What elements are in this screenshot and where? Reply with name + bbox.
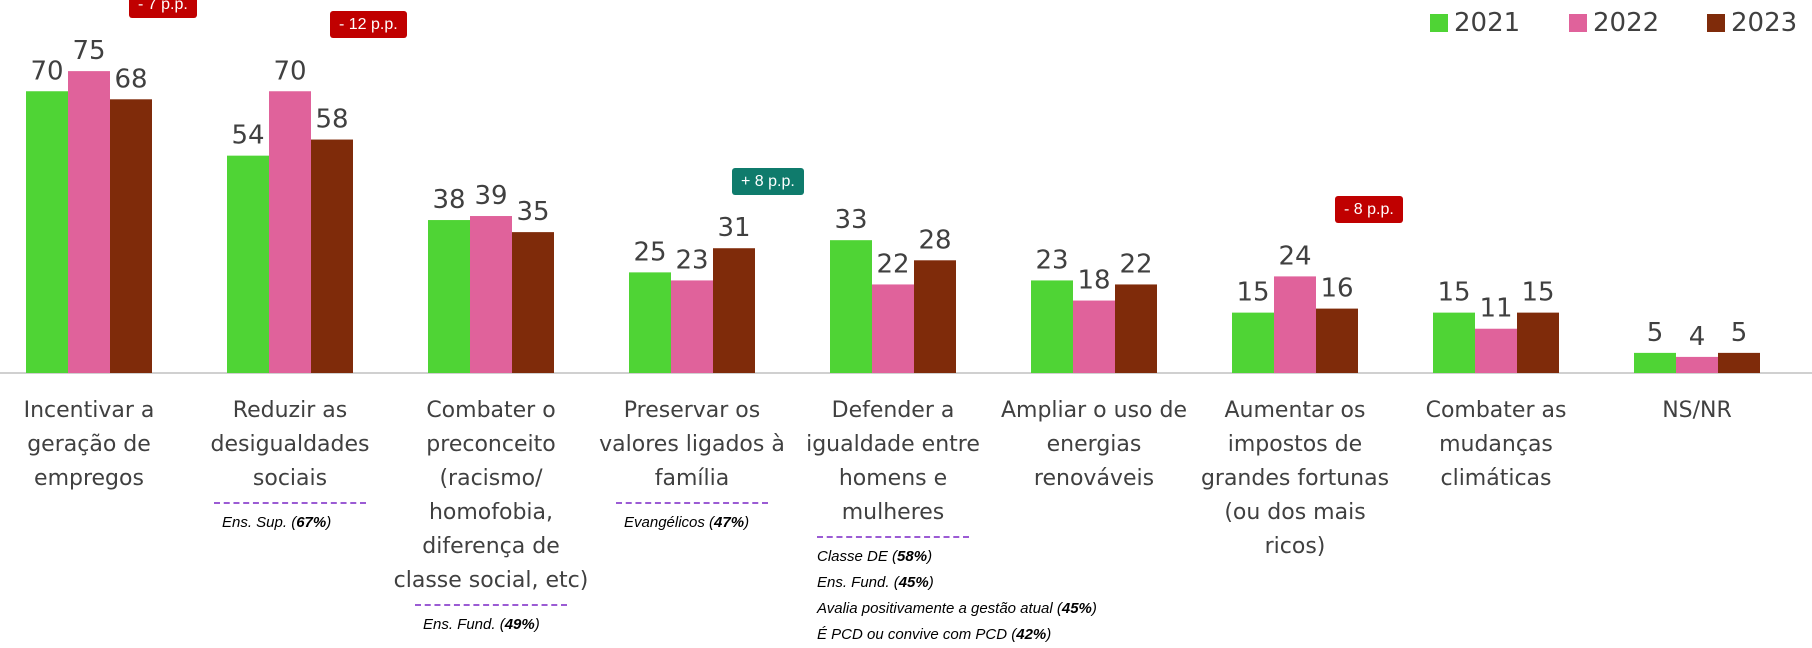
x-tick-label: Combater as mudanças climáticas (1425, 398, 1567, 491)
change-badge: - 12 p.p. (330, 11, 407, 39)
bar (1676, 356, 1718, 373)
value-label: 22 (876, 249, 909, 279)
bar (470, 216, 512, 373)
bar (1115, 284, 1157, 373)
bar (428, 220, 470, 373)
bar (512, 232, 554, 373)
change-badge: - 7 p.p. (129, 0, 197, 19)
change-badge: + 8 p.p. (732, 168, 804, 196)
bar (1073, 300, 1115, 373)
legend-label: 2022 (1593, 8, 1660, 38)
legend-swatch (1569, 14, 1587, 32)
bar (1634, 352, 1676, 373)
x-tick-label: Reduzir as desigualdades sociais (210, 398, 370, 491)
value-label: 15 (1437, 278, 1470, 308)
value-label: 15 (1521, 278, 1554, 308)
notes: Ens. Sup. (67%) (222, 510, 331, 536)
value-label: 24 (1278, 241, 1311, 271)
legend-label: 2021 (1454, 8, 1521, 38)
bar (1517, 312, 1559, 373)
value-label: 23 (675, 245, 708, 275)
value-label: 70 (273, 56, 306, 86)
value-label: 68 (114, 64, 147, 94)
value-label: 22 (1119, 249, 1152, 279)
bar (227, 155, 269, 373)
value-label: 31 (717, 213, 750, 243)
bar (629, 272, 671, 373)
value-label: 18 (1077, 266, 1110, 296)
note: Ens. Fund. (49%) (423, 616, 540, 633)
note: É PCD ou convive com PCD (42%) (817, 626, 1052, 643)
value-label: 15 (1236, 278, 1269, 308)
bar (1475, 328, 1517, 373)
bar (830, 240, 872, 373)
x-tick-label: Combater o preconceito (racismo/ homofob… (393, 398, 589, 593)
note: Ens. Fund. (45%) (817, 574, 934, 591)
note: Ens. Sup. (67%) (222, 514, 332, 531)
value-label: 4 (1689, 322, 1706, 352)
value-label: 11 (1479, 294, 1512, 324)
legend-item: 2022 (1569, 8, 1659, 38)
value-label: 28 (918, 225, 951, 255)
value-label: 5 (1731, 318, 1748, 348)
legend-swatch (1707, 14, 1725, 32)
x-tick-label: NS/NR (1662, 398, 1732, 423)
x-tick-label: Aumentar os impostos de grandes fortunas… (1200, 398, 1390, 559)
bar (1433, 312, 1475, 373)
value-label: 54 (231, 121, 264, 151)
bar (110, 99, 152, 374)
bar (1232, 312, 1274, 373)
legend-item: 2023 (1707, 8, 1797, 38)
x-tick-label: Incentivar a geração de empregos (23, 398, 155, 491)
value-label: 35 (516, 197, 549, 227)
x-tick-label: Ampliar o uso de energias renováveis (1000, 398, 1187, 491)
legend-label: 2023 (1731, 8, 1798, 38)
bar (1316, 308, 1358, 373)
x-tick-label: Defender a igualdade entre homens e mulh… (806, 398, 980, 525)
bar (1274, 276, 1316, 373)
value-label: 33 (834, 205, 867, 235)
value-label: 70 (30, 56, 63, 86)
note-underline (817, 536, 969, 538)
note-underline (415, 604, 567, 606)
value-label: 75 (72, 36, 105, 66)
bar (1031, 280, 1073, 373)
note-underline (616, 502, 768, 504)
value-label: 5 (1647, 318, 1664, 348)
note: Classe DE (58%) (817, 548, 933, 565)
bar (872, 284, 914, 373)
value-label: 38 (432, 185, 465, 215)
bar (1718, 352, 1760, 373)
value-label: 25 (633, 237, 666, 267)
bar (713, 248, 755, 373)
notes: Ens. Fund. (49%) (423, 612, 540, 638)
notes: Evangélicos (47%) (624, 510, 749, 536)
change-badge: - 8 p.p. (1335, 196, 1403, 224)
legend-swatch (1430, 14, 1448, 32)
legend-item: 2021 (1430, 8, 1520, 38)
value-label: 58 (315, 105, 348, 135)
bar (26, 91, 68, 373)
note-underline (214, 502, 366, 504)
x-tick-label: Preservar os valores ligados à família (599, 398, 785, 491)
note: Evangélicos (47%) (624, 514, 750, 531)
bar (68, 71, 110, 373)
value-label: 39 (474, 181, 507, 211)
bar (311, 139, 353, 373)
bar (671, 280, 713, 373)
bar (269, 91, 311, 373)
bar (914, 260, 956, 373)
note: Avalia positivamente a gestão atual (45%… (817, 600, 1097, 617)
chart: 70 75 68 54 70 58 38 39 35 25 23 31 33 22 28 23 18 22 15 24… (0, 36, 1812, 374)
value-label: 23 (1035, 245, 1068, 275)
notes: Classe DE (58%) Ens. Fund. (45%) Avalia po… (817, 544, 1097, 648)
value-label: 16 (1320, 274, 1353, 304)
